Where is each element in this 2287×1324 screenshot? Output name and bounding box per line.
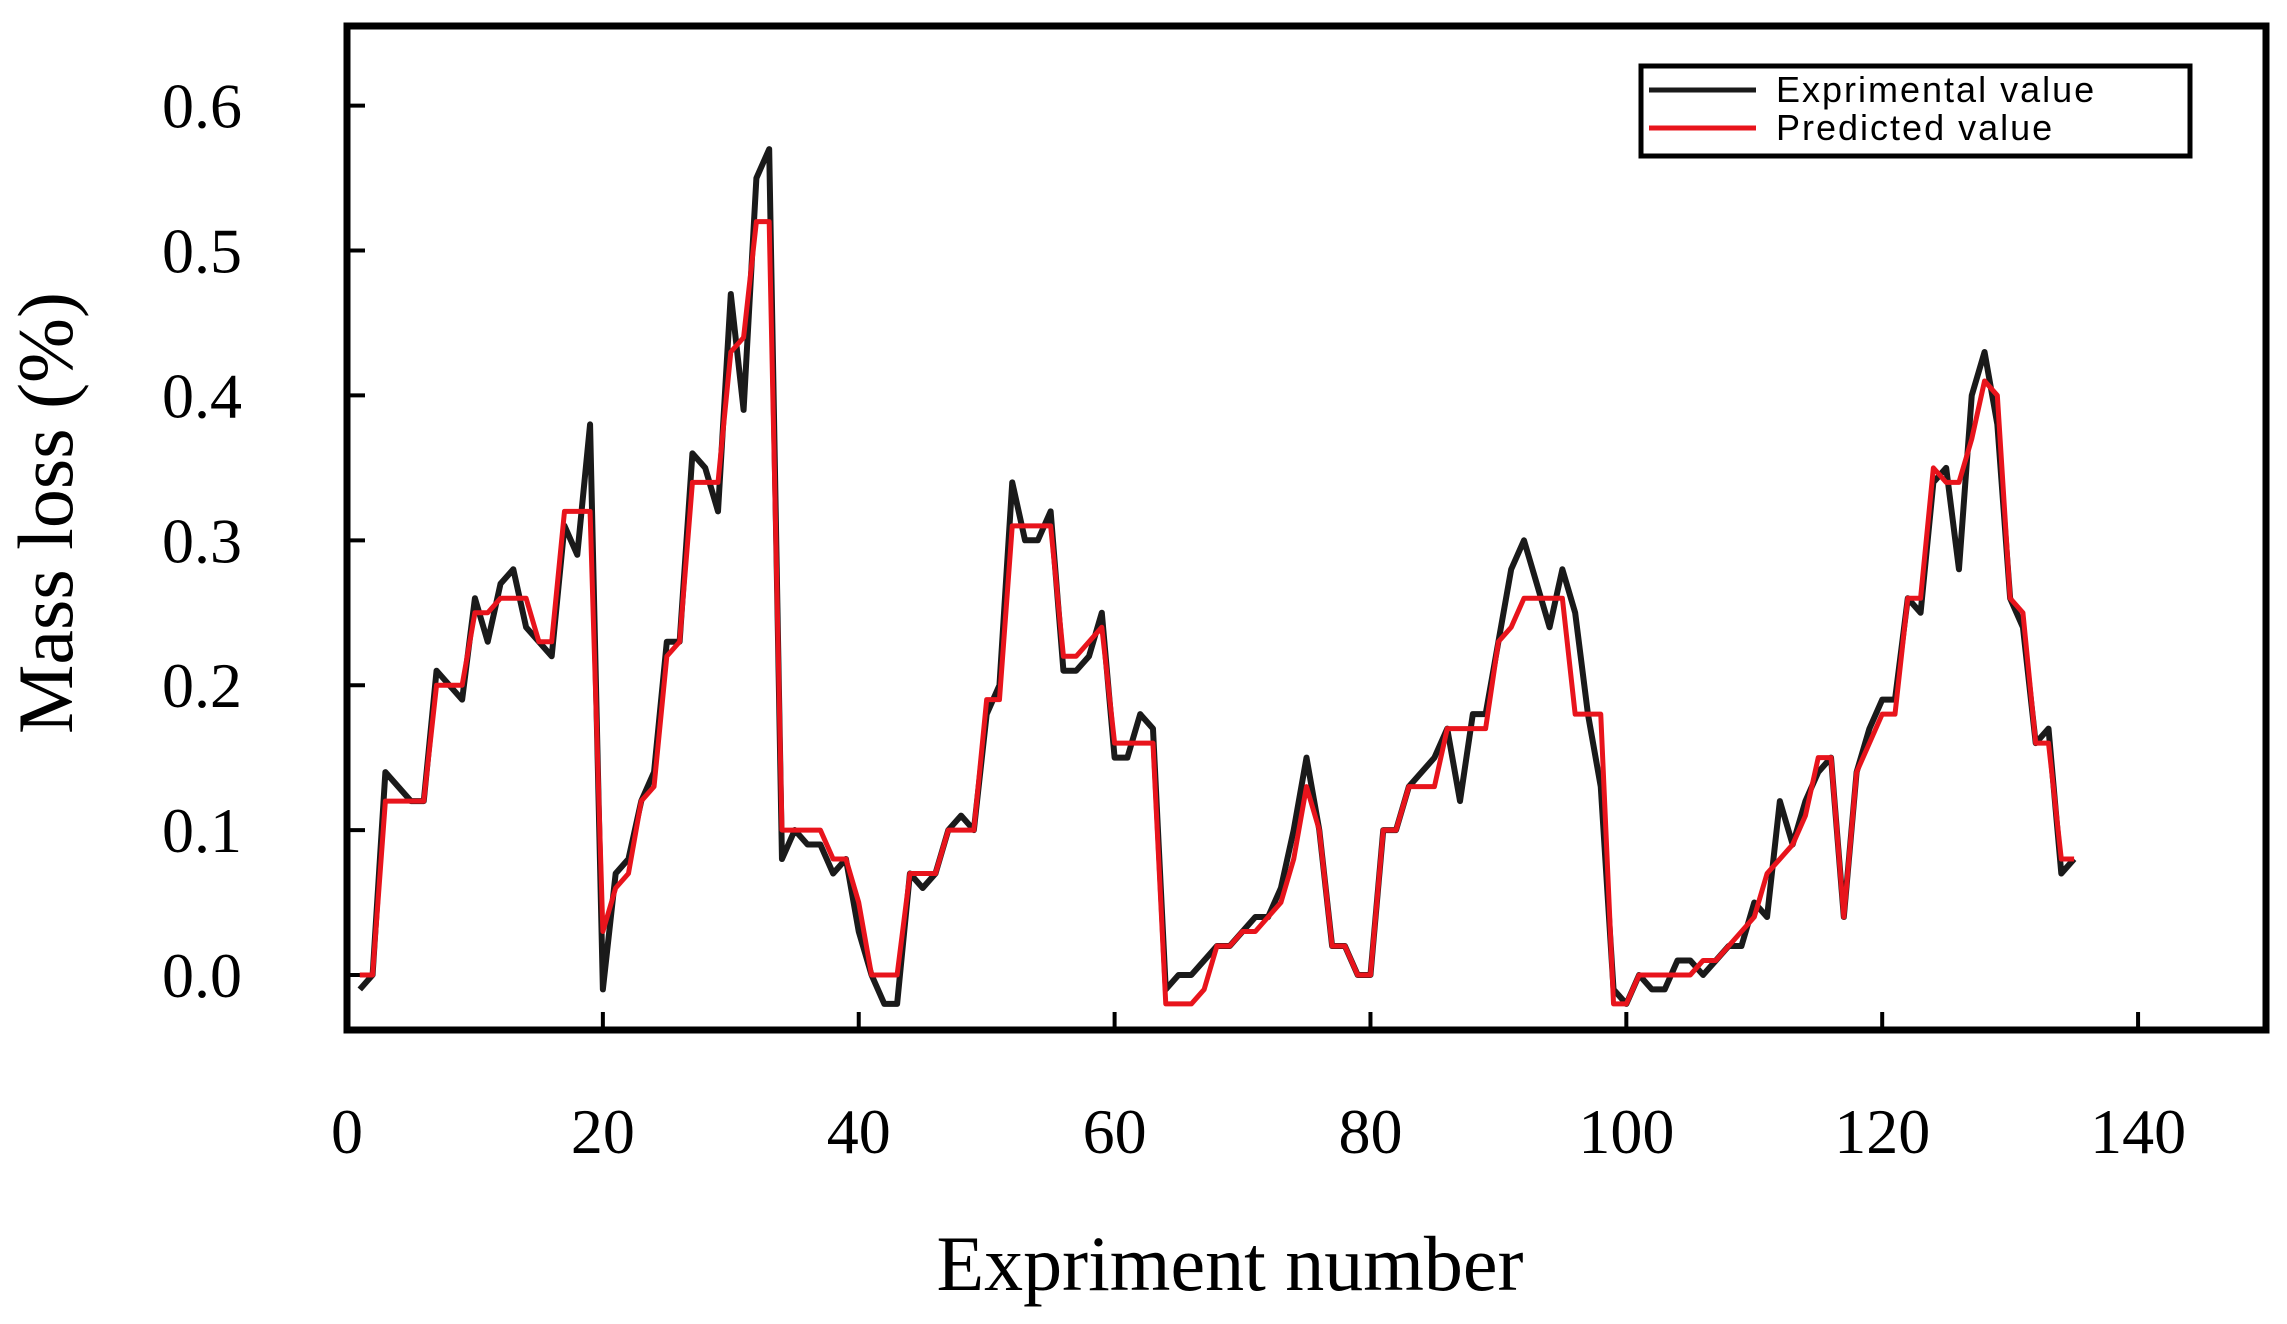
- x-tick-label: 20: [571, 1096, 635, 1167]
- y-tick-label: 0.6: [162, 71, 242, 142]
- x-axis-label: Expriment number: [936, 1220, 1523, 1307]
- x-tick-label: 40: [827, 1096, 891, 1167]
- y-tick-label: 0.0: [162, 940, 242, 1011]
- y-tick-label: 0.5: [162, 216, 242, 287]
- y-tick-label: 0.2: [162, 650, 242, 721]
- x-tick-label: 140: [2090, 1096, 2186, 1167]
- legend-box: [1638, 63, 2193, 159]
- plot-frame: [343, 22, 2270, 1034]
- y-axis-label: Mass loss (%): [2, 292, 89, 734]
- legend-label: Predicted value: [1776, 107, 2054, 148]
- x-tick-label: 0: [331, 1096, 363, 1167]
- x-tick-label: 60: [1083, 1096, 1147, 1167]
- series-line: [357, 146, 2077, 1007]
- y-tick-label: 0.1: [162, 795, 242, 866]
- x-tick-label: 80: [1338, 1096, 1402, 1167]
- series-line: [359, 219, 2075, 1007]
- y-tick-label: 0.4: [162, 360, 242, 431]
- y-tick-label: 0.3: [162, 505, 242, 576]
- legend-label: Exprimental value: [1776, 69, 2096, 110]
- x-tick-label: 100: [1578, 1096, 1674, 1167]
- x-tick-label: 120: [1834, 1096, 1930, 1167]
